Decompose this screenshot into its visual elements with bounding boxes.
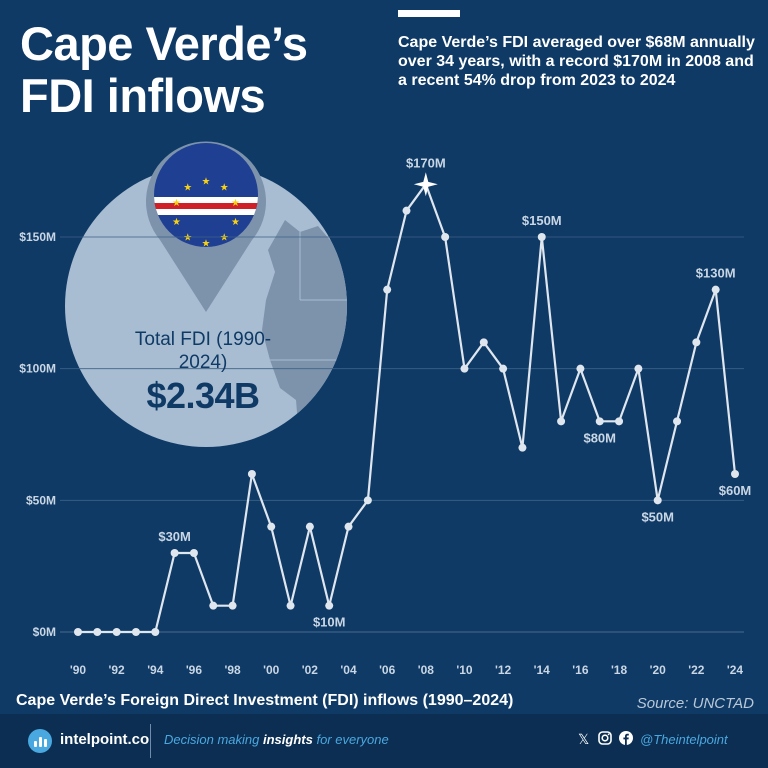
subtitle: Cape Verde’s FDI averaged over $68M annu… bbox=[398, 34, 755, 89]
data-label: $10M bbox=[313, 615, 346, 630]
peak-star-marker bbox=[413, 172, 438, 197]
data-point bbox=[131, 628, 140, 636]
data-point bbox=[325, 601, 334, 610]
source-note: Source: UNCTAD bbox=[636, 695, 754, 712]
cape-verde-flag-icon: ★★★★★★★★★★ bbox=[154, 143, 258, 250]
x-tick-label: '94 bbox=[147, 663, 164, 677]
data-point bbox=[286, 601, 295, 610]
x-tick-label: '96 bbox=[186, 663, 203, 677]
data-point bbox=[383, 285, 392, 294]
page-title: Cape Verde’s FDI inflows bbox=[20, 17, 308, 122]
data-point bbox=[460, 364, 469, 373]
x-tick-label: '20 bbox=[650, 663, 667, 677]
facebook-icon[interactable] bbox=[619, 731, 633, 748]
accent-bar bbox=[398, 10, 460, 17]
data-point bbox=[363, 496, 372, 505]
x-tick-label: '16 bbox=[572, 663, 589, 677]
data-point bbox=[731, 470, 739, 478]
data-point bbox=[576, 364, 585, 373]
flag-star: ★ bbox=[183, 233, 192, 244]
flag-star: ★ bbox=[231, 217, 240, 228]
data-point bbox=[615, 417, 624, 426]
data-point bbox=[557, 417, 566, 426]
flag-star: ★ bbox=[220, 233, 229, 244]
flag-stars: ★★★★★★★★★★ bbox=[172, 177, 240, 250]
flag-star: ★ bbox=[220, 182, 229, 193]
x-tick-label: '98 bbox=[224, 663, 241, 677]
data-point bbox=[479, 338, 488, 347]
data-point bbox=[518, 443, 527, 452]
y-tick-label: $50M bbox=[26, 493, 56, 507]
data-point bbox=[170, 549, 179, 557]
x-tick-label: '14 bbox=[534, 663, 551, 677]
y-tick-label: $0M bbox=[33, 625, 56, 639]
social-handle-link[interactable]: @Theintelpoint bbox=[640, 732, 728, 747]
data-label: $150M bbox=[522, 213, 562, 228]
data-point bbox=[499, 364, 508, 373]
tagline: Decision making insights for everyone bbox=[164, 732, 389, 747]
footer-divider bbox=[150, 724, 151, 758]
map-graphic: ★★★★★★★★★★ bbox=[65, 141, 347, 447]
data-point bbox=[344, 522, 353, 531]
brand-link[interactable]: intelpoint.co bbox=[60, 731, 150, 748]
data-point bbox=[537, 233, 546, 241]
data-point bbox=[209, 601, 218, 610]
data-point bbox=[673, 417, 682, 426]
x-tick-label: '02 bbox=[302, 663, 319, 677]
instagram-icon[interactable] bbox=[598, 731, 612, 748]
data-point bbox=[305, 522, 314, 531]
x-tick-label: '08 bbox=[418, 663, 435, 677]
x-tick-label: '12 bbox=[495, 663, 512, 677]
flag-star: ★ bbox=[172, 217, 181, 228]
y-tick-label: $100M bbox=[19, 362, 56, 376]
data-point bbox=[93, 628, 102, 636]
x-tick-label: '06 bbox=[379, 663, 396, 677]
data-point bbox=[595, 417, 604, 426]
x-tick-label: '90 bbox=[70, 663, 87, 677]
bar-chart-icon bbox=[28, 729, 52, 753]
data-label: $80M bbox=[583, 430, 616, 445]
x-tick-label: '24 bbox=[727, 663, 744, 677]
data-point bbox=[402, 206, 411, 215]
data-point bbox=[74, 628, 82, 636]
data-point bbox=[711, 285, 720, 294]
data-point bbox=[228, 601, 237, 610]
total-fdi-callout: Total FDI (1990-2024) $2.34B bbox=[128, 328, 278, 418]
data-point bbox=[267, 522, 276, 531]
x-tick-label: '00 bbox=[263, 663, 280, 677]
flag-star: ★ bbox=[172, 198, 181, 209]
flag-star: ★ bbox=[202, 239, 211, 250]
data-point bbox=[634, 364, 643, 373]
x-tick-label: '10 bbox=[456, 663, 473, 677]
data-label: $130M bbox=[696, 266, 736, 281]
data-point bbox=[692, 338, 701, 347]
flag-star: ★ bbox=[183, 182, 192, 193]
x-tick-label: '22 bbox=[688, 663, 705, 677]
data-point bbox=[653, 496, 662, 505]
x-icon[interactable]: 𝕏 bbox=[578, 731, 590, 747]
x-tick-label: '92 bbox=[109, 663, 126, 677]
data-point bbox=[189, 549, 198, 557]
data-label: $170M bbox=[406, 155, 446, 170]
flag-star: ★ bbox=[202, 177, 211, 188]
x-tick-label: '04 bbox=[340, 663, 357, 677]
data-label: $60M bbox=[719, 483, 752, 498]
data-point bbox=[247, 470, 256, 478]
flag-star: ★ bbox=[231, 198, 240, 209]
data-label: $30M bbox=[158, 529, 191, 544]
data-point bbox=[112, 628, 121, 636]
x-tick-label: '18 bbox=[611, 663, 628, 677]
data-point bbox=[151, 628, 160, 636]
data-label: $50M bbox=[641, 509, 674, 524]
chart-caption: Cape Verde’s Foreign Direct Investment (… bbox=[16, 692, 514, 709]
callout-label: Total FDI (1990-2024) bbox=[134, 329, 272, 373]
callout-value: $2.34B bbox=[146, 375, 260, 416]
data-point bbox=[441, 233, 450, 241]
y-tick-label: $150M bbox=[19, 230, 56, 244]
footer: intelpoint.co Decision making insights f… bbox=[0, 714, 768, 768]
